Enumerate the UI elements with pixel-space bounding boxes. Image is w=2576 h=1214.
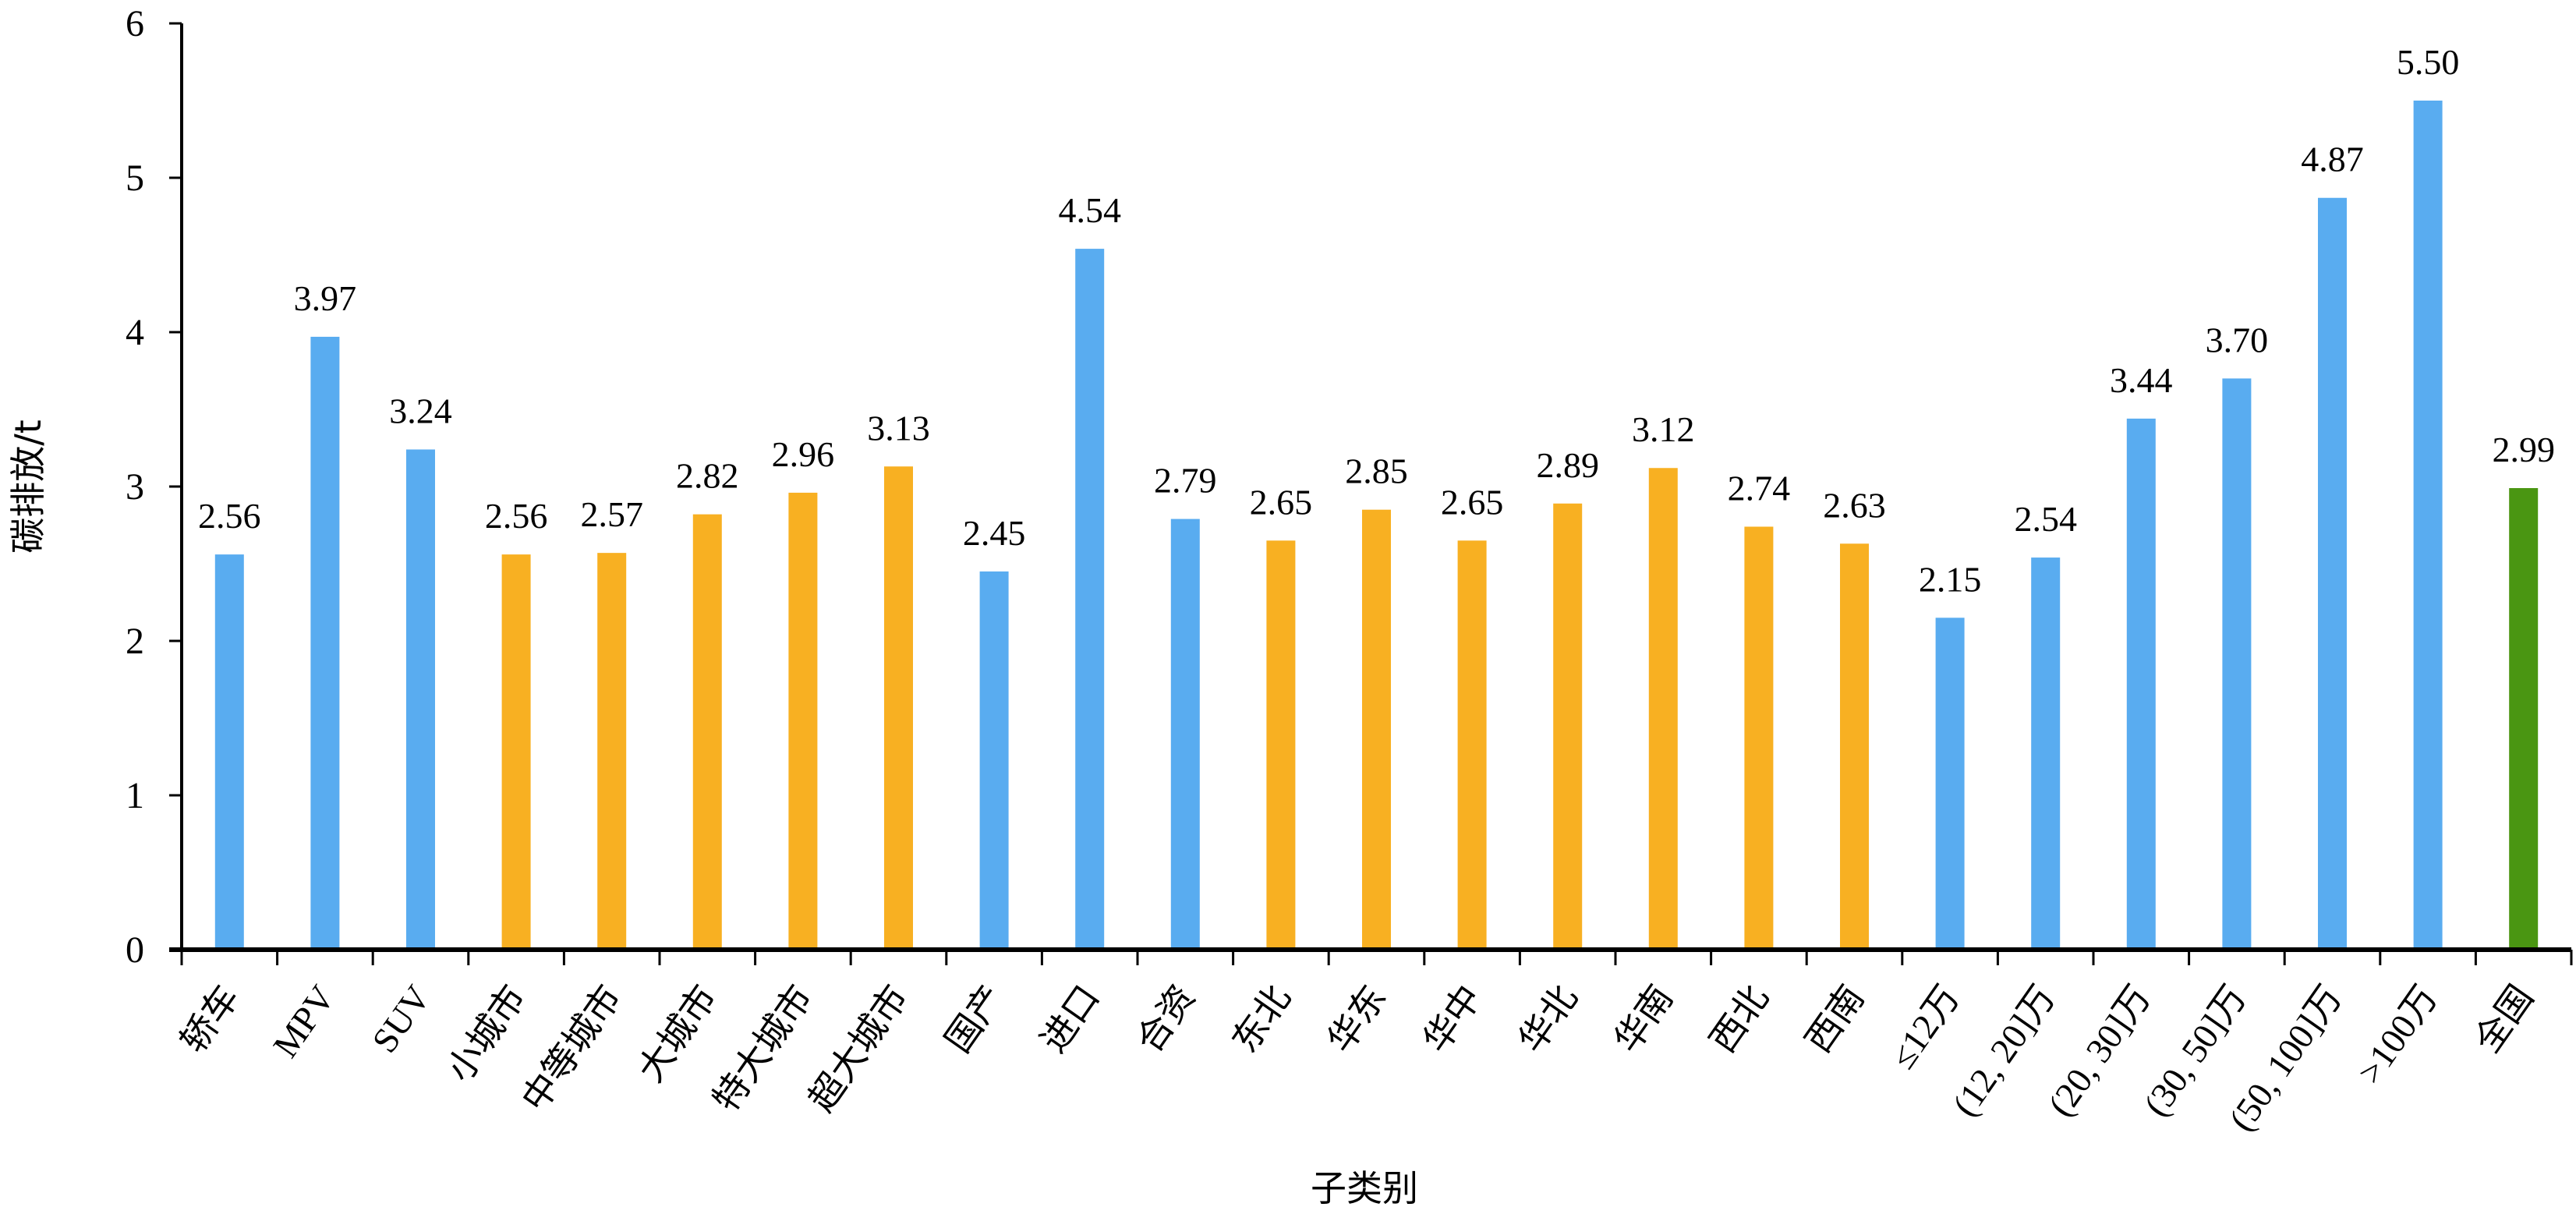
- data-label: 2.54: [2014, 499, 2077, 539]
- x-tick-label: 合资: [1129, 978, 1203, 1060]
- y-tick-label: 6: [126, 3, 144, 44]
- bar-9: [1075, 249, 1105, 950]
- y-tick-label: 4: [126, 312, 144, 353]
- data-label: 2.45: [963, 513, 1026, 553]
- data-label: 3.97: [294, 278, 357, 318]
- bar-13: [1457, 540, 1487, 950]
- x-tick-label: MPV: [265, 978, 342, 1064]
- x-tick-label: 进口: [1033, 978, 1107, 1060]
- data-label: 2.15: [1919, 559, 1982, 599]
- bar-2: [406, 449, 435, 950]
- y-axis: 0 1 2 3 4 5 6: [126, 3, 183, 971]
- data-label: 3.12: [1632, 409, 1695, 449]
- bar-16: [1744, 526, 1774, 950]
- y-tick-label: 0: [126, 929, 144, 971]
- y-tick-label: 1: [126, 775, 144, 816]
- data-label: 2.63: [1823, 485, 1886, 525]
- x-tick-label: 全国: [2467, 978, 2541, 1060]
- y-tick-label: 3: [126, 466, 144, 508]
- data-label: 2.56: [485, 496, 548, 536]
- bar-24: [2509, 487, 2539, 950]
- bar-11: [1266, 540, 1296, 950]
- data-label: 2.82: [676, 456, 739, 496]
- x-tick-label: 中等城市: [515, 978, 629, 1118]
- bar-19: [2031, 557, 2061, 950]
- data-label: 2.65: [1441, 482, 1504, 522]
- y-tick-label: 5: [126, 158, 144, 199]
- data-label: 2.65: [1250, 482, 1313, 522]
- bar-18: [1935, 618, 1965, 950]
- x-tick-label: 小城市: [439, 978, 533, 1088]
- data-label: 2.57: [580, 494, 643, 534]
- data-label: 2.99: [2492, 430, 2555, 469]
- x-tick-label: SUV: [364, 978, 438, 1060]
- x-tick-label: >100万: [2350, 978, 2446, 1091]
- data-label: 2.74: [1728, 468, 1791, 508]
- bar-14: [1553, 503, 1583, 950]
- x-tick-label: 华北: [1511, 978, 1585, 1060]
- x-tick-label: 超大城市: [801, 978, 915, 1118]
- x-tick-label: 东北: [1225, 978, 1299, 1060]
- data-label: 3.44: [2110, 360, 2173, 400]
- x-tick-label: 华中: [1416, 978, 1490, 1060]
- bar-0: [214, 554, 244, 950]
- data-label: 3.70: [2206, 320, 2269, 359]
- data-label: 2.85: [1345, 451, 1408, 491]
- bar-23: [2413, 101, 2443, 950]
- bar-3: [501, 554, 531, 950]
- bar-12: [1362, 509, 1391, 950]
- bars: 2.56 3.97 3.24 2.56 2.57 2.82 2.96 3.13 2.45 4.54…: [198, 42, 2555, 950]
- bar-22: [2318, 197, 2347, 950]
- x-tick-label: 轿车: [173, 978, 247, 1060]
- x-axis-title: 子类别: [1311, 1167, 1418, 1209]
- bar-20: [2126, 418, 2156, 950]
- x-tick-label: 华南: [1607, 978, 1681, 1060]
- data-label: 4.87: [2301, 140, 2364, 179]
- data-label: 2.89: [1536, 445, 1599, 485]
- bar-17: [1840, 543, 1869, 950]
- data-label: 2.96: [772, 434, 835, 474]
- x-tick-label: 大城市: [631, 978, 725, 1088]
- bar-1: [310, 336, 340, 950]
- data-label: 3.24: [389, 391, 452, 430]
- y-tick-label: 2: [126, 621, 144, 662]
- x-tick-label: ≤12万: [1882, 978, 1967, 1075]
- bar-6: [788, 492, 818, 950]
- bar-7: [884, 466, 913, 950]
- data-label: 2.56: [198, 496, 261, 536]
- x-tick-label: 西北: [1703, 978, 1777, 1060]
- bar-15: [1648, 468, 1678, 950]
- y-axis-title: 碳排放/t: [7, 419, 49, 554]
- bar-4: [597, 553, 627, 950]
- bar-21: [2222, 378, 2252, 950]
- data-label: 3.13: [867, 408, 930, 448]
- data-label: 2.79: [1154, 461, 1217, 501]
- bar-10: [1170, 519, 1200, 950]
- bar-8: [979, 571, 1009, 950]
- bar-5: [692, 514, 722, 950]
- data-label: 5.50: [2397, 42, 2460, 82]
- x-tick-label: 国产: [938, 978, 1012, 1060]
- data-label: 4.54: [1058, 190, 1121, 230]
- x-tick-label: 华东: [1320, 978, 1394, 1060]
- x-tick-label: 西南: [1798, 978, 1872, 1060]
